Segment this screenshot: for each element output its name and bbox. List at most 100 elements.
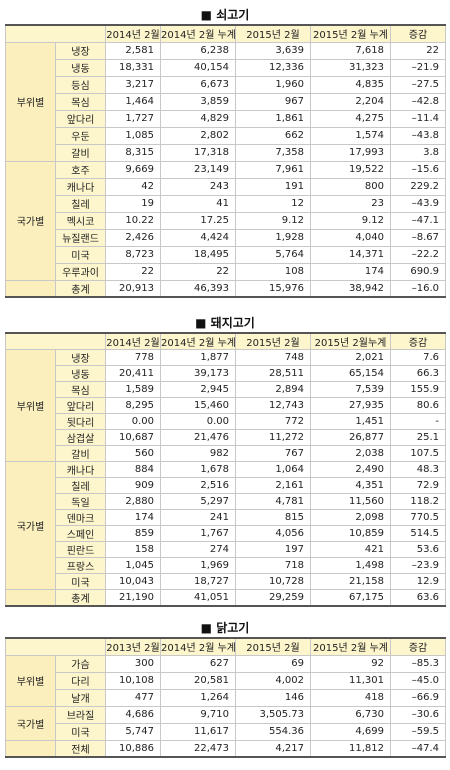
pork-section: ■ 돼지고기 2014년 2월 2014년 2월 누계 2015년 2월 2015년 2…	[5, 314, 446, 607]
data-row: 등심 3,217 6,673 1,960 4,835 –27.5	[6, 75, 446, 94]
row-label: 스페인	[55, 525, 106, 542]
group-label: 부위별	[5, 349, 56, 462]
data-row: 덴마크 174 241 815 2,098 770.5	[6, 509, 446, 526]
cell: 2,945	[160, 381, 236, 398]
cell: 690.9	[390, 262, 446, 281]
cell: 20,581	[160, 671, 236, 690]
cell: 1,464	[105, 92, 161, 111]
data-row: 프랑스 1,045 1,969 718 1,498 –23.9	[6, 557, 446, 574]
cell: 2,204	[310, 92, 391, 111]
cell: 7,539	[310, 381, 391, 398]
row-label: 칠레	[55, 194, 106, 213]
cell: 815	[235, 509, 311, 526]
cell: 22	[390, 41, 446, 60]
table-head: 2014년 2월 2014년 2월 누계 2015년 2월 2015년 2월누계 증감	[5, 332, 446, 350]
cell: 1,085	[105, 126, 161, 145]
section-title: ■ 돼지고기	[195, 316, 255, 330]
row-label: 우둔	[55, 126, 106, 145]
cell: –43.9	[390, 194, 446, 213]
cell: –27.5	[390, 75, 446, 94]
row-label: 목심	[55, 92, 106, 111]
data-row: 목심 1,589 2,945 2,894 7,539 155.9	[6, 381, 446, 398]
cell: 2,490	[310, 461, 391, 478]
cell: 2,516	[160, 477, 236, 494]
cell: 859	[105, 525, 161, 542]
cell: –23.9	[390, 557, 446, 574]
section-title: ■ 닭고기	[200, 621, 250, 635]
data-row: 냉동 18,331 40,154 12,336 31,323 –21.9	[6, 58, 446, 77]
data-row: 핀란드 158 274 197 421 53.6	[6, 541, 446, 558]
cell: 15,976	[235, 279, 311, 298]
cell: 5,764	[235, 245, 311, 264]
data-row: 미국 10,043 18,727 10,728 21,158 12.9	[6, 573, 446, 590]
cell: 10,687	[105, 429, 161, 446]
column-header: 2015년 2월	[235, 637, 311, 656]
cell: 26,877	[310, 429, 391, 446]
cell: 1,877	[160, 349, 236, 366]
cell: –8.67	[390, 228, 446, 247]
cell: 8,723	[105, 245, 161, 264]
cell: 108	[235, 262, 311, 281]
cell: 174	[310, 262, 391, 281]
cell: 10,728	[235, 573, 311, 590]
column-header: 2015년 2월	[235, 332, 311, 350]
cell: 22,473	[160, 739, 236, 758]
group-label: 부위별	[5, 654, 56, 707]
data-row: 미국 8,723 18,495 5,764 14,371 –22.2	[6, 245, 446, 264]
cell: 800	[310, 177, 391, 196]
cell: 9.12	[310, 211, 391, 230]
section-title: ■ 쇠고기	[200, 8, 250, 22]
cell: 1,451	[310, 413, 391, 430]
cell: 243	[160, 177, 236, 196]
cell: 2,426	[105, 228, 161, 247]
cell: 1,045	[105, 557, 161, 574]
cell: 8,295	[105, 397, 161, 414]
cell: 11,560	[310, 493, 391, 510]
column-header: 2015년 2월누계	[310, 332, 391, 350]
cell: 7,618	[310, 41, 391, 60]
cell: 17.25	[160, 211, 236, 230]
data-row: 칠레 19 41 12 23 –43.9	[6, 194, 446, 213]
cell: 40,154	[160, 58, 236, 77]
cell: 0.00	[160, 413, 236, 430]
cell: 7.6	[390, 349, 446, 366]
cell: 10,108	[105, 671, 161, 690]
row-label: 목심	[55, 381, 106, 398]
header-corner	[5, 637, 106, 656]
cell: –15.6	[390, 160, 446, 179]
data-row: 뒷다리 0.00 0.00 772 1,451-	[6, 413, 446, 430]
cell: 241	[160, 509, 236, 526]
column-header: 2014년 2월	[105, 24, 161, 43]
cell: –22.2	[390, 245, 446, 264]
cell: 10,859	[310, 525, 391, 542]
cell: 80.6	[390, 397, 446, 414]
cell: 1,589	[105, 381, 161, 398]
cell: 92	[310, 654, 391, 673]
data-row: 앞다리 1,727 4,829 1,861 4,275 –11.4	[6, 109, 446, 128]
row-label: 캐나다	[55, 177, 106, 196]
cell: 11,301	[310, 671, 391, 690]
data-row: 멕시코 10.22 17.25 9.12 9.12 –47.1	[6, 211, 446, 230]
row-label: 갈비	[55, 445, 106, 462]
cell: 4,056	[235, 525, 311, 542]
cell: 1,064	[235, 461, 311, 478]
column-header: 증감	[390, 24, 446, 43]
cell: 48.3	[390, 461, 446, 478]
row-label: 호주	[55, 160, 106, 179]
cell: 21,190	[105, 589, 161, 607]
cell: 67,175	[310, 589, 391, 607]
table-head: 2014년 2월 2014년 2월 누계 2015년 2월 2015년 2월 누계 증감	[5, 24, 446, 43]
cell: 7,961	[235, 160, 311, 179]
group-label	[5, 739, 56, 758]
cell: 1,498	[310, 557, 391, 574]
cell: 8,315	[105, 143, 161, 162]
column-header: 2013년 2월	[105, 637, 161, 656]
cell: 982	[160, 445, 236, 462]
cell: 514.5	[390, 525, 446, 542]
cell: 9.12	[235, 211, 311, 230]
header-corner	[5, 24, 106, 43]
cell: -	[390, 413, 446, 430]
cell: 18,727	[160, 573, 236, 590]
group-label	[5, 589, 56, 607]
